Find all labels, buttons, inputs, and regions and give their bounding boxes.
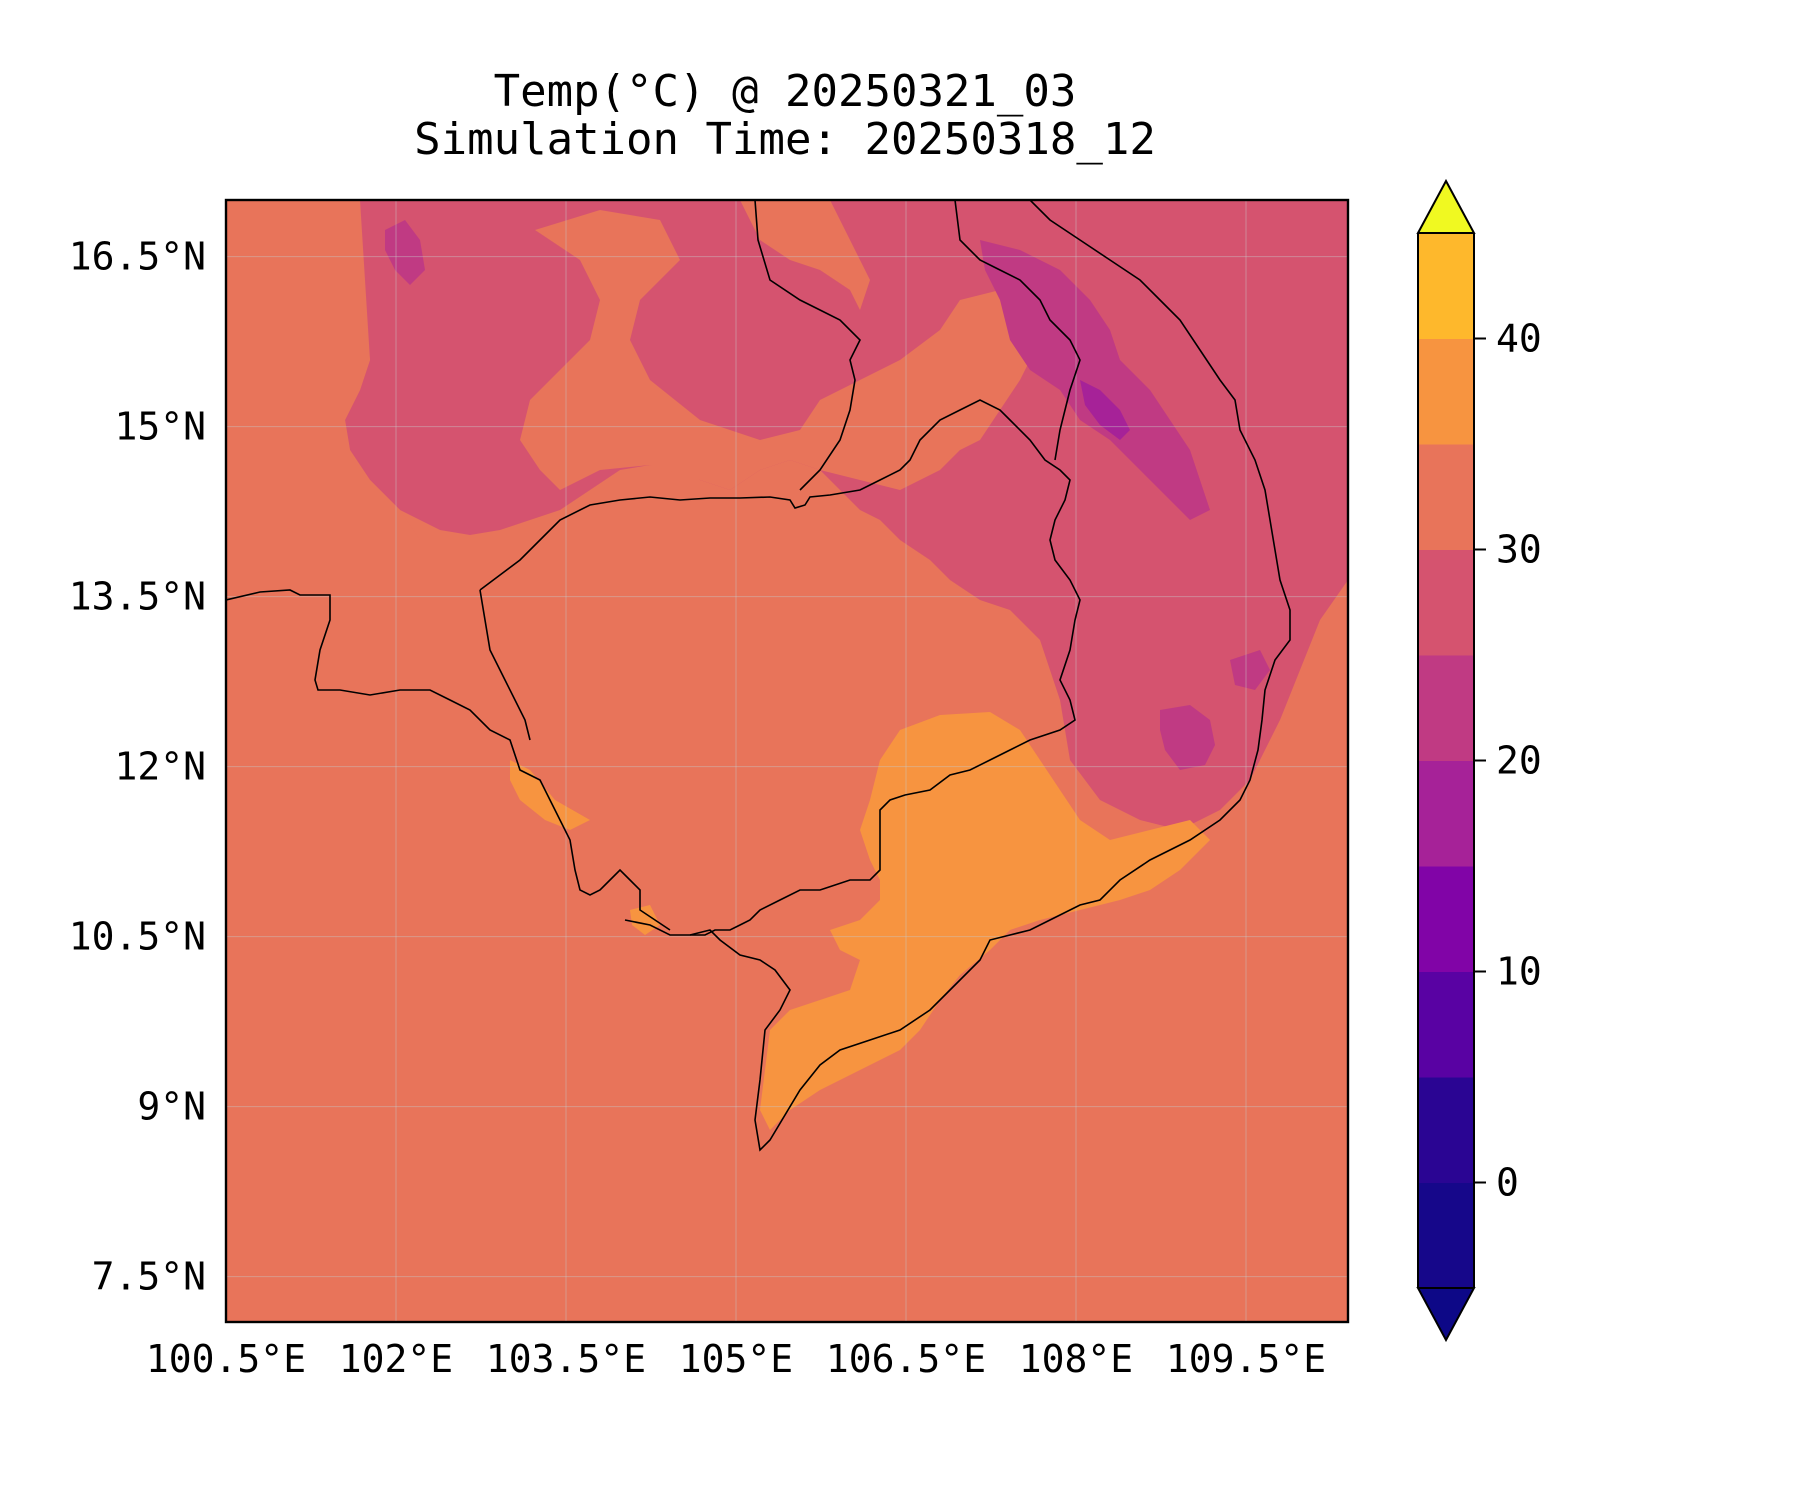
colorbar-segment [1418,655,1474,761]
temp-band-30-35-delta [760,712,1210,1130]
x-tick-label: 108°E [1019,1337,1133,1381]
chart-title-line1: Temp(°C) @ 20250321_03 [493,66,1077,117]
temp-band-25-30-west [226,200,420,600]
temp-band-15-20-plateau [1230,650,1270,690]
colorbar-tick-label: 10 [1496,950,1542,994]
y-tick-label: 12°N [114,745,206,789]
colorbar-segment [1418,1077,1474,1183]
y-tick-labels: 16.5°N 15°N 13.5°N 12°N 10.5°N 9°N 7.5°N [69,235,206,1299]
y-tick-label: 10.5°N [69,915,206,959]
colorbar-tick-label: 0 [1496,1161,1519,1205]
temp-band-30-35-island [630,905,660,935]
temp-band-15-20-highlands [980,240,1210,520]
chart-title-line2: Simulation Time: 20250318_12 [414,114,1156,165]
border-cambodia-north [479,399,1081,936]
y-tick-label: 16.5°N [69,235,206,279]
coastlines-borders [226,200,1291,1152]
y-tick-label: 7.5°N [92,1255,206,1299]
x-tick-label: 102°E [339,1337,453,1381]
temp-band-25-30-lao-intrusion [520,210,1040,490]
colorbar-tick-label: 40 [1496,317,1542,361]
colorbar-segment [1418,233,1474,339]
temp-band-15-20-north-west [385,220,425,285]
map-panel: 100.5°E 102°E 103.5°E 105°E 106.5°E 108°E 109.… [69,198,1350,1381]
map-frame [224,198,1350,1324]
colorbar-extend-max [1416,178,1476,234]
border-thailand-laos [754,200,861,491]
temp-band-10-15-core [1080,380,1130,440]
x-tick-label: 100.5°E [146,1337,306,1381]
colorbar-extend-min [1416,1287,1476,1343]
temp-band-25-30-highland-intrusion [740,200,870,310]
colorbar-segment [1418,444,1474,550]
colorbar-tick-label: 20 [1496,739,1542,783]
colorbar-segment [1418,760,1474,867]
y-tick-label: 13.5°N [69,575,206,619]
coastline-vietnam-east [624,200,1291,1152]
x-tick-label: 106.5°E [826,1337,986,1381]
temp-band-15-20-south-highlands [1160,705,1215,770]
colorbar-segment [1418,971,1474,1078]
y-tick-label: 15°N [114,405,206,449]
border-laos-vietnam [954,200,1081,461]
colorbar: 0 10 20 30 40 [1416,178,1542,1343]
x-tick-label: 103.5°E [486,1337,646,1381]
colorbar-tick-label: 30 [1496,528,1542,572]
y-tick-label: 9°N [137,1085,206,1129]
temp-band-30-35-coast-west [510,760,590,830]
x-tick-label: 105°E [679,1337,793,1381]
coastline-thailand-gulf [226,589,671,931]
border-thailand-cambodia-west [479,589,531,741]
temperature-field [226,200,1348,1130]
colorbar-segment [1418,1182,1474,1289]
x-tick-label: 109.5°E [1166,1337,1326,1381]
colorbar-segment [1418,549,1474,656]
colorbar-segment [1418,866,1474,972]
x-tick-labels: 100.5°E 102°E 103.5°E 105°E 106.5°E 108°E 109.… [146,1337,1326,1381]
colorbar-segment [1418,338,1474,445]
